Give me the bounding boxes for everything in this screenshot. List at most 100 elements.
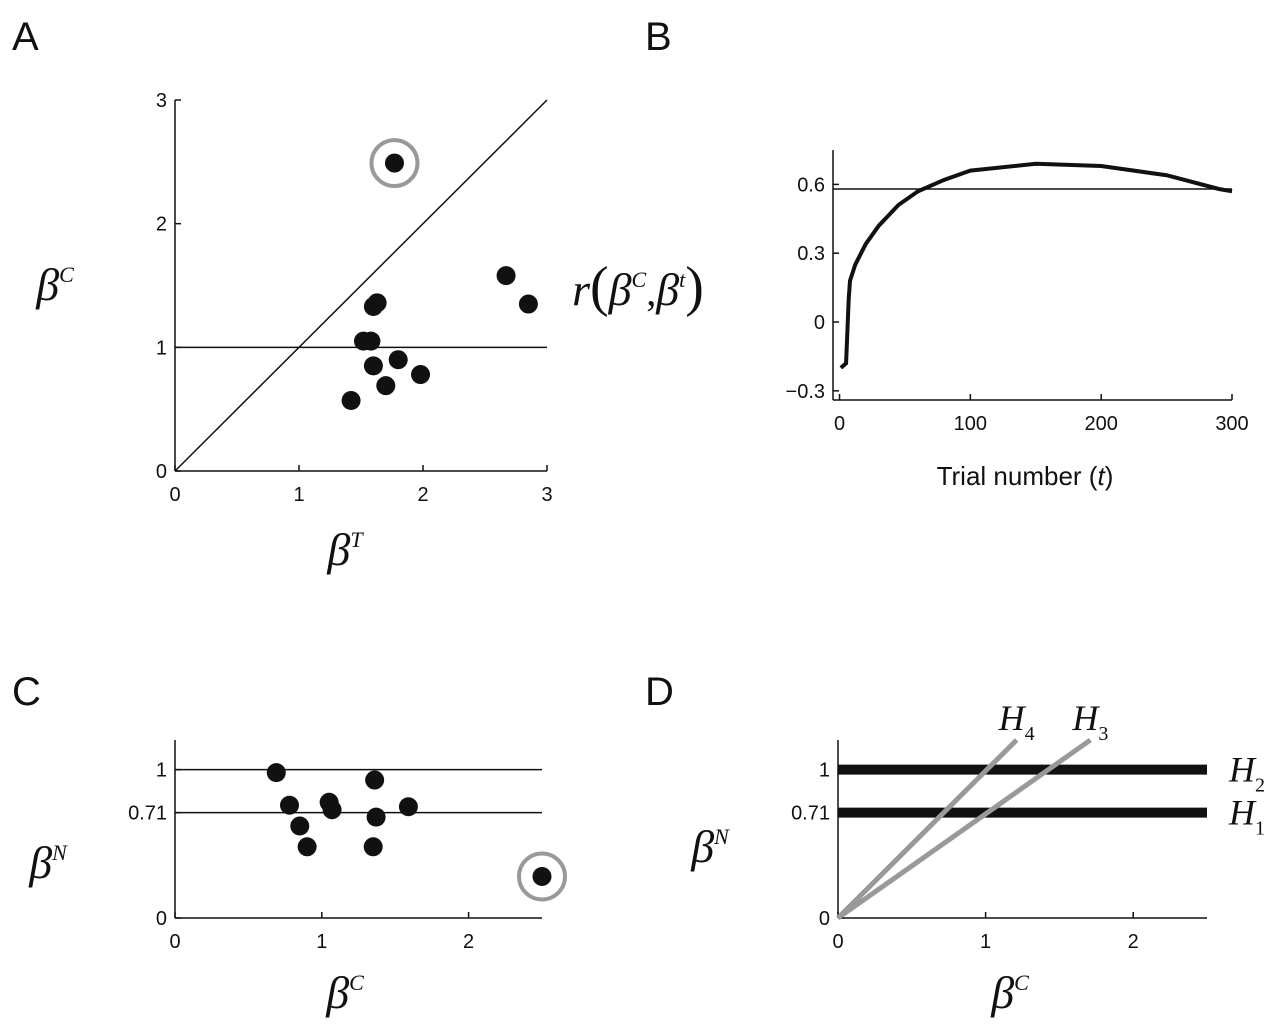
line-label-name: H xyxy=(998,698,1027,738)
y-tick-label: 3 xyxy=(156,90,167,112)
x-tick-label: 1 xyxy=(293,484,304,506)
x-tick-label: 0 xyxy=(832,931,843,953)
line xyxy=(174,99,548,472)
y-tick-label: 0 xyxy=(156,461,167,483)
x-tick-label: 0 xyxy=(169,484,180,506)
y-tick-label: 0 xyxy=(156,908,167,930)
panel-letter: A xyxy=(12,15,39,59)
x-axis-label: βC xyxy=(990,967,1029,1018)
x-tick-label: 2 xyxy=(417,484,428,506)
point xyxy=(398,797,418,817)
point xyxy=(518,294,538,314)
y-tick-label: 2 xyxy=(156,214,167,236)
y-tick-label: 0.71 xyxy=(791,803,830,825)
line-label: H2 xyxy=(1228,750,1265,797)
y-axis-label: βN xyxy=(690,821,730,872)
x-tick-label: 2 xyxy=(1128,931,1139,953)
highlight-ring xyxy=(517,851,567,902)
y-axis-label: βN xyxy=(28,837,68,888)
point xyxy=(411,365,431,385)
point xyxy=(280,795,300,815)
x-axis-label-part: β xyxy=(326,524,350,575)
point xyxy=(361,331,381,351)
x-axis-label: Trial number (t) xyxy=(937,461,1114,491)
line-label-name: H xyxy=(1228,750,1257,790)
line-label: H3 xyxy=(1071,698,1108,745)
y-tick-label: 0 xyxy=(814,312,825,334)
y-tick-label: −0.3 xyxy=(786,381,825,403)
x-axis-label-part: Trial number ( xyxy=(937,461,1098,491)
y-tick-label: 0 xyxy=(819,908,830,930)
y-axis-label-part: N xyxy=(51,840,68,865)
y-tick-label: 0.6 xyxy=(797,174,825,196)
x-axis-label-part: β xyxy=(325,967,349,1018)
y-axis-label-part: β xyxy=(35,259,59,310)
point xyxy=(365,770,385,790)
point xyxy=(363,837,383,857)
point xyxy=(363,356,383,376)
line-label: H1 xyxy=(1228,793,1265,840)
x-tick-label: 3 xyxy=(541,484,552,506)
x-axis-label: βC xyxy=(325,967,364,1018)
point xyxy=(388,350,408,370)
line-label-subscript: 4 xyxy=(1025,723,1035,745)
line xyxy=(836,737,1092,921)
y-axis-label-part: , xyxy=(646,269,656,314)
y-axis-label-part: C xyxy=(632,267,647,292)
y-tick-label: 0.3 xyxy=(797,243,825,265)
x-tick-label: 1 xyxy=(316,931,327,953)
point xyxy=(366,807,386,827)
point xyxy=(532,866,552,886)
y-axis-label-part: r xyxy=(572,264,591,315)
x-axis-label-part: C xyxy=(349,970,364,995)
x-tick-label: 0 xyxy=(834,413,845,435)
y-axis-label-part: β xyxy=(608,264,632,315)
y-axis-label-part: N xyxy=(713,824,730,849)
line xyxy=(839,161,1233,370)
point xyxy=(496,266,516,286)
point xyxy=(297,837,317,857)
x-tick-label: 2 xyxy=(463,931,474,953)
y-axis-label-part: C xyxy=(59,262,74,287)
point xyxy=(290,816,310,836)
x-tick-label: 1 xyxy=(980,931,991,953)
y-axis-label-part: t xyxy=(679,267,686,292)
y-axis-label: r(βC,βt) xyxy=(572,256,704,318)
point xyxy=(376,376,396,396)
x-tick-label: 0 xyxy=(169,931,180,953)
x-tick-label: 200 xyxy=(1084,413,1117,435)
point xyxy=(266,763,286,783)
point xyxy=(322,800,342,820)
line-label-name: H xyxy=(1228,793,1257,833)
y-axis-label-part: ) xyxy=(685,256,704,318)
point xyxy=(367,293,387,313)
line-label-name: H xyxy=(1071,698,1100,738)
x-tick-label: 100 xyxy=(954,413,987,435)
y-axis-label: βC xyxy=(35,259,74,310)
x-axis-label-part: ) xyxy=(1105,461,1114,491)
line-label: H4 xyxy=(998,698,1035,745)
line-label-subscript: 1 xyxy=(1255,818,1265,840)
y-axis-label-part: β xyxy=(690,821,714,872)
x-tick-label: 300 xyxy=(1215,413,1248,435)
line-label-subscript: 3 xyxy=(1098,723,1108,745)
y-axis-label-part: β xyxy=(655,264,679,315)
x-axis-label: βT xyxy=(326,524,364,575)
x-axis-label-part: C xyxy=(1014,970,1029,995)
x-axis-label-part: β xyxy=(990,967,1014,1018)
point xyxy=(341,391,361,411)
y-tick-label: 1 xyxy=(156,760,167,782)
line-label-subscript: 2 xyxy=(1255,775,1265,797)
line xyxy=(836,738,1019,920)
x-axis-label-part: T xyxy=(350,527,364,552)
highlight-ring xyxy=(369,138,420,189)
x-axis-label-part: t xyxy=(1097,461,1106,491)
y-tick-label: 1 xyxy=(156,337,167,359)
panel-letter: D xyxy=(645,670,674,714)
y-tick-label: 1 xyxy=(819,760,830,782)
y-axis-label-part: β xyxy=(28,837,52,888)
panel-letter: C xyxy=(12,670,41,714)
y-tick-label: 0.71 xyxy=(128,803,167,825)
panel-letter: B xyxy=(645,15,672,59)
